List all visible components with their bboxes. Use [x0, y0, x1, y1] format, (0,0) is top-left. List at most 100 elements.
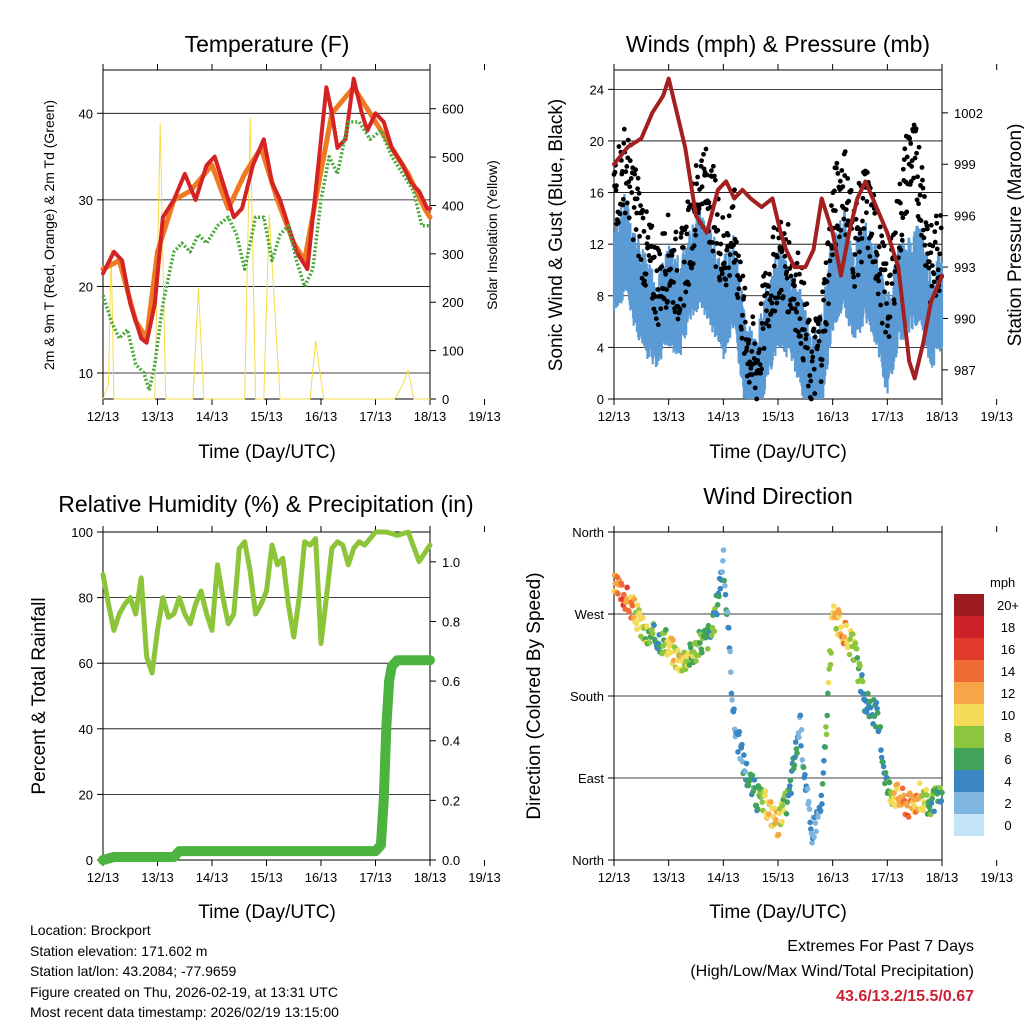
gust-point: [833, 208, 838, 214]
gust-point: [887, 314, 893, 320]
gust-point: [888, 272, 893, 278]
gust-point: [911, 122, 917, 128]
gust-point: [918, 218, 924, 223]
gust-point: [938, 213, 944, 218]
winds-xtick-label: 18/13: [926, 409, 959, 424]
direction-point: [721, 577, 728, 584]
direction-point: [894, 781, 901, 788]
winds-y2tick-label: 993: [954, 260, 976, 275]
direction-point: [820, 770, 827, 776]
direction-point: [745, 782, 752, 789]
gust-point: [815, 321, 821, 327]
gust-point: [916, 201, 921, 207]
gust-point: [892, 301, 897, 306]
gust-point: [764, 291, 770, 296]
gust-point: [764, 308, 769, 314]
winds-y2tick-label: 990: [954, 311, 976, 326]
direction-point: [923, 786, 930, 793]
gust-point: [681, 259, 687, 265]
direction-point: [886, 779, 893, 786]
gust-point: [686, 282, 692, 287]
gust-point: [922, 194, 927, 199]
direction-point: [819, 781, 826, 787]
direction-point: [891, 790, 897, 796]
gust-point: [857, 249, 862, 255]
gust-point: [735, 295, 741, 301]
direction-point: [754, 806, 761, 812]
gust-point: [791, 278, 796, 283]
gust-point: [750, 314, 756, 320]
temperature-xtick-label: 12/13: [87, 409, 120, 424]
gust-point: [818, 379, 824, 385]
gust-point: [613, 187, 619, 193]
gust-point: [882, 267, 888, 273]
elevation-text: Station elevation: 171.602 m: [30, 942, 208, 959]
gust-point: [782, 253, 788, 259]
gust-point: [765, 317, 771, 323]
gust-point: [688, 202, 694, 208]
gust-point: [898, 210, 904, 216]
gust-point: [653, 294, 659, 299]
winds-ytick-label: 24: [590, 82, 604, 97]
gust-point: [916, 144, 922, 150]
gust-point: [754, 396, 760, 402]
gust-point: [929, 283, 935, 289]
direction-point: [741, 752, 747, 758]
gust-point: [622, 210, 628, 216]
gust-point: [752, 341, 758, 347]
direction-point: [836, 610, 843, 616]
gust-point: [804, 345, 810, 351]
gust-point: [635, 186, 641, 192]
gust-point: [926, 259, 932, 265]
extremes-title: Extremes For Past 7 Days: [787, 938, 974, 955]
gust-point: [722, 265, 728, 271]
direction-point: [828, 650, 834, 656]
gust-point: [634, 196, 640, 202]
legend-swatch: [954, 594, 984, 616]
gust-point: [684, 231, 690, 237]
direction-point: [890, 795, 897, 801]
gust-point: [816, 329, 822, 335]
extremes-subtitle: (High/Low/Max Wind/Total Precipitation): [690, 963, 974, 980]
dewpoint-line: [101, 120, 430, 393]
gust-point: [758, 370, 764, 376]
direction-point: [826, 666, 832, 672]
gust-point: [835, 171, 841, 176]
gust-point: [803, 336, 809, 342]
direction-point: [722, 582, 728, 589]
gust-point: [860, 218, 865, 224]
humidity-ytick-label: 80: [79, 591, 93, 606]
gust-point: [908, 179, 914, 184]
humidity-xtick-label: 15/13: [250, 870, 283, 885]
gust-point: [932, 239, 938, 245]
gust-point: [769, 293, 774, 299]
temperature-xtick-label: 19/13: [468, 409, 501, 424]
gust-point: [884, 280, 890, 286]
gust-point: [699, 158, 704, 164]
direction-point: [880, 763, 887, 770]
gust-point: [772, 308, 778, 314]
gust-point: [677, 306, 683, 312]
gust-point: [797, 316, 803, 322]
direction-point: [853, 646, 860, 652]
gust-point: [641, 228, 647, 234]
direction-ytick-label: North: [572, 853, 604, 868]
gust-point: [659, 264, 665, 270]
gust-point: [837, 178, 843, 184]
gust-point: [832, 188, 837, 194]
direction-xtick-label: 12/13: [598, 870, 631, 885]
gust-point: [623, 169, 629, 175]
gust-point: [620, 196, 626, 202]
gust-point: [741, 294, 747, 299]
temperature-y2tick-label: 400: [442, 198, 464, 213]
direction-point: [787, 783, 793, 789]
direction-point: [714, 602, 721, 608]
gust-point: [851, 274, 857, 280]
direction-point: [722, 591, 729, 598]
gust-point: [627, 158, 633, 164]
gust-point: [731, 242, 736, 248]
location-text: Location: Brockport: [30, 922, 151, 938]
direction-point: [833, 625, 840, 632]
gust-point: [796, 329, 801, 335]
gust-point: [646, 253, 652, 258]
